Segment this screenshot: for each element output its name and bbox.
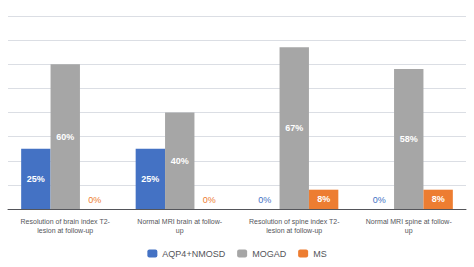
svg-text:Resolution of spine index T2-: Resolution of spine index T2- bbox=[249, 218, 340, 226]
svg-text:58%: 58% bbox=[400, 134, 418, 144]
svg-text:Normal MRI spine at follow-: Normal MRI spine at follow- bbox=[366, 218, 453, 226]
svg-text:up: up bbox=[405, 227, 413, 235]
svg-text:lesion at follow-up: lesion at follow-up bbox=[266, 227, 322, 235]
svg-text:8%: 8% bbox=[317, 194, 330, 204]
svg-text:67%: 67% bbox=[285, 123, 303, 133]
svg-text:40%: 40% bbox=[171, 156, 189, 166]
svg-text:lesion at follow-up: lesion at follow-up bbox=[37, 227, 93, 235]
svg-text:Resolution of brain index T2-: Resolution of brain index T2- bbox=[21, 218, 111, 225]
svg-text:Normal MRI brain at follow-: Normal MRI brain at follow- bbox=[137, 218, 222, 225]
svg-text:0%: 0% bbox=[88, 195, 101, 205]
svg-text:MOGAD: MOGAD bbox=[252, 249, 287, 259]
svg-text:MS: MS bbox=[313, 249, 327, 259]
svg-text:0%: 0% bbox=[373, 195, 386, 205]
svg-text:60%: 60% bbox=[56, 132, 74, 142]
svg-text:up: up bbox=[176, 227, 184, 235]
svg-text:0%: 0% bbox=[203, 195, 216, 205]
svg-text:25%: 25% bbox=[27, 174, 45, 184]
svg-text:0%: 0% bbox=[258, 195, 271, 205]
svg-text:25%: 25% bbox=[141, 174, 159, 184]
svg-text:AQP4+NMOSD: AQP4+NMOSD bbox=[162, 249, 225, 259]
svg-text:8%: 8% bbox=[432, 194, 445, 204]
